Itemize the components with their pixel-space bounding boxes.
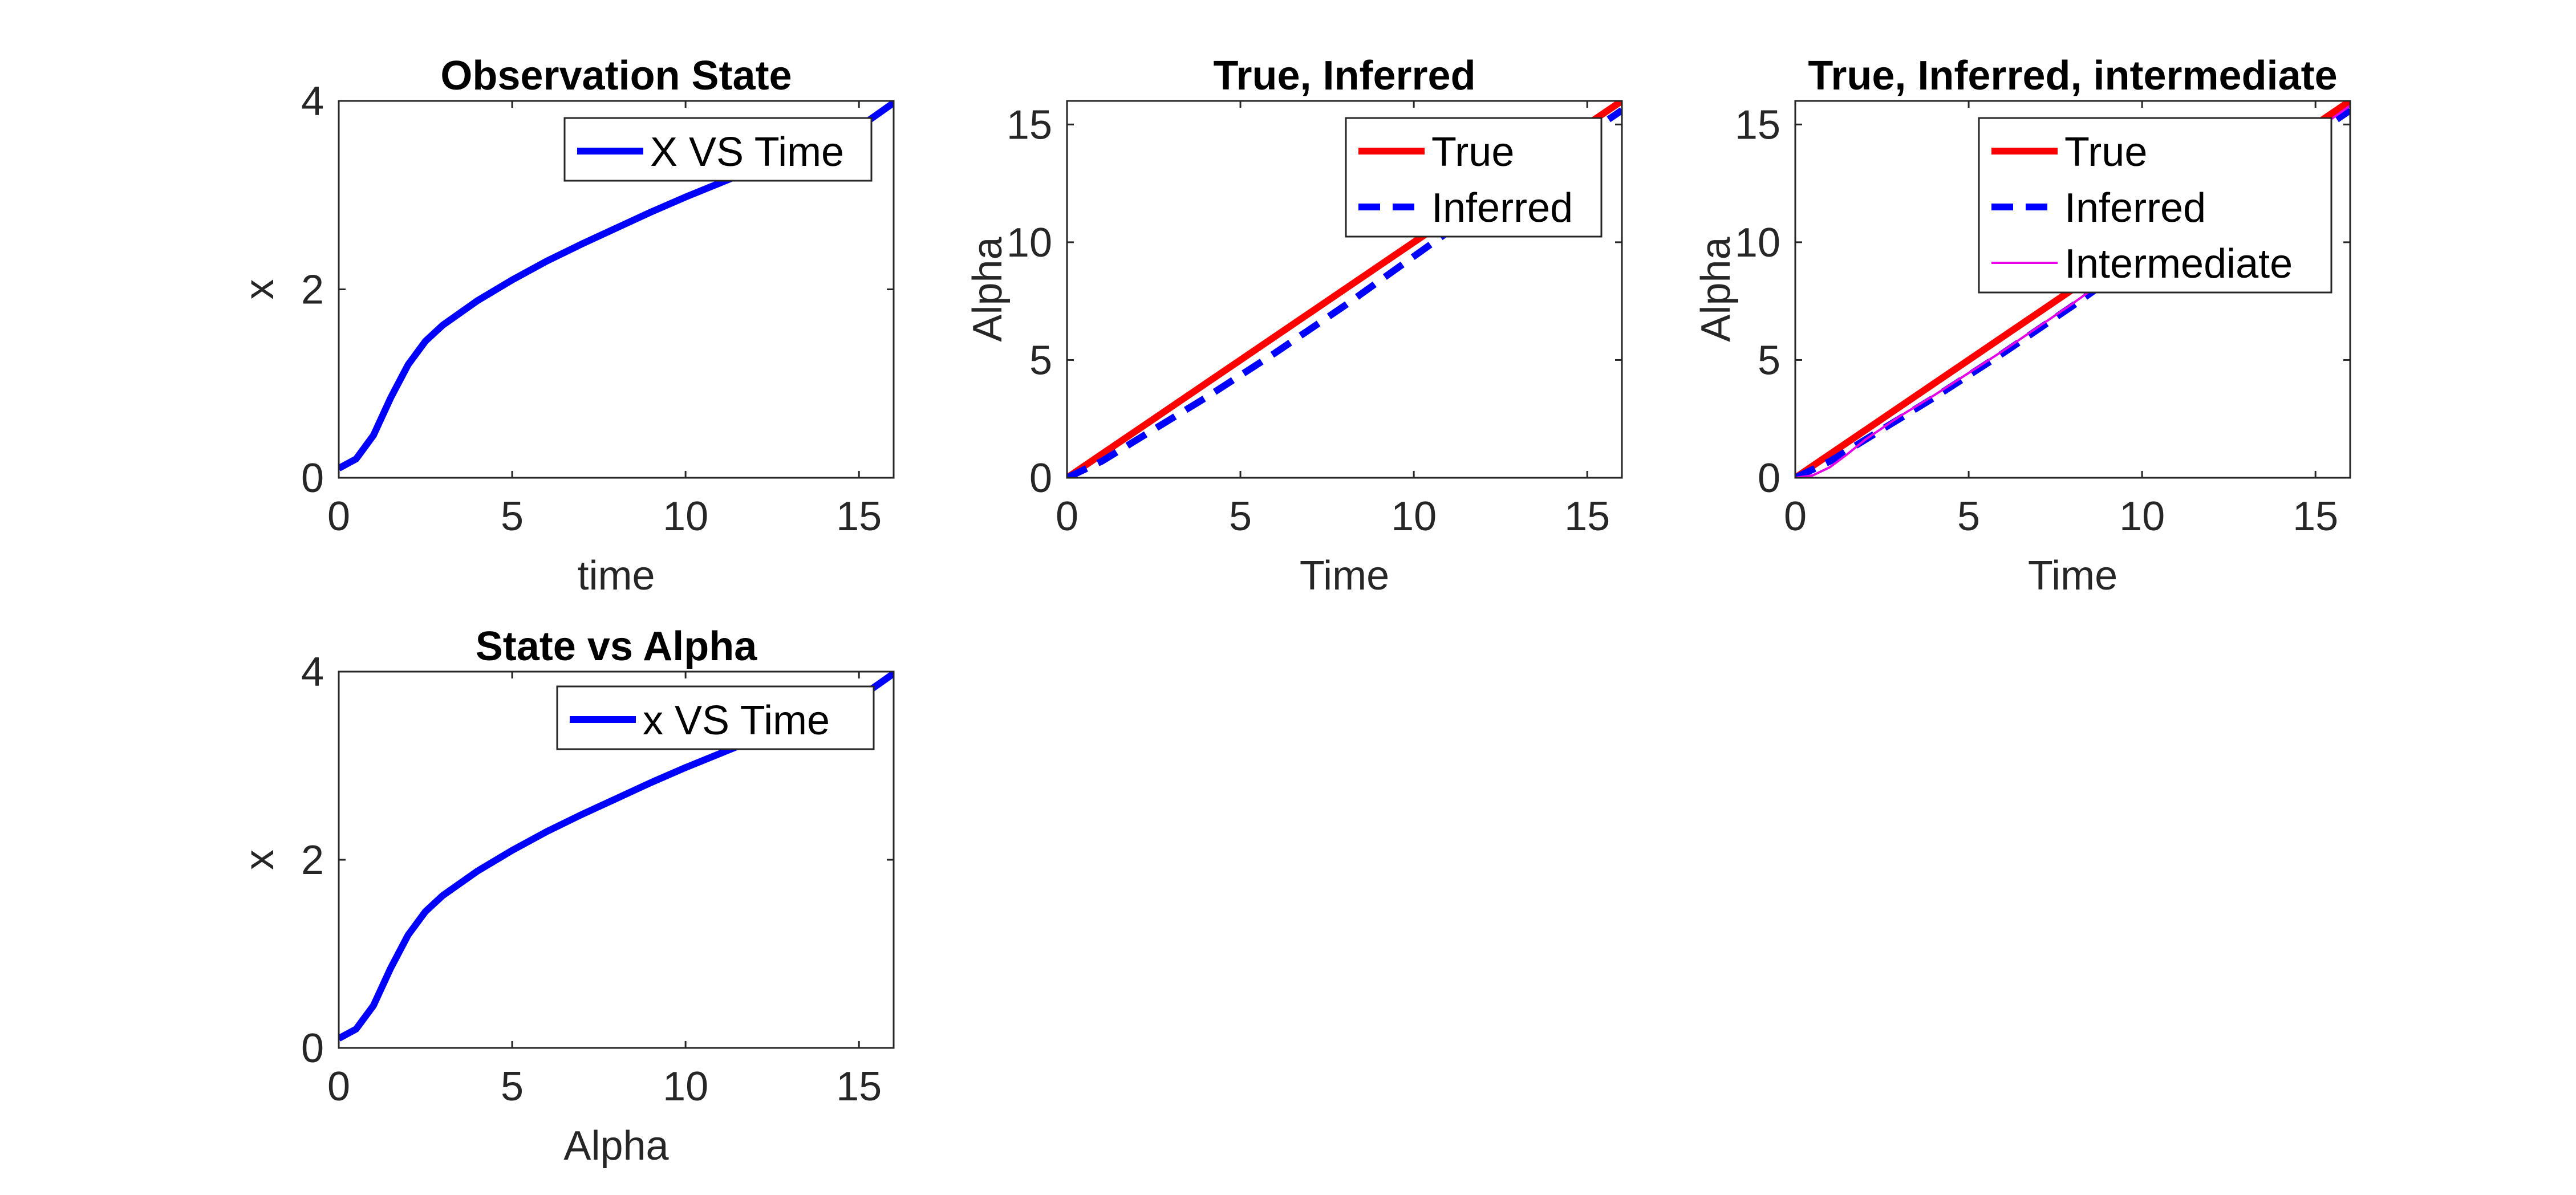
legend: True Inferred: [1345, 117, 1603, 238]
y-tick-label: 4: [301, 79, 324, 124]
y-tick-label: 0: [1758, 456, 1780, 501]
y-axis-label: Alpha: [1693, 236, 1739, 342]
legend: X VS Time: [563, 117, 873, 182]
y-tick-label: 0: [301, 1026, 324, 1071]
x-axis-label: Time: [2028, 553, 2117, 599]
axes-box: [1066, 100, 1623, 479]
x-tick-label: 10: [663, 494, 708, 539]
y-tick-label: 5: [1758, 338, 1780, 383]
y-axis-label: x: [237, 279, 282, 300]
y-tick-label: 10: [1735, 220, 1780, 266]
y-tick-label: 10: [1007, 220, 1052, 266]
x-axis-label: time: [577, 553, 655, 599]
chart-3: 0 5 10 15 0 5 10 15 True, Inferred, intermediate…: [1693, 53, 2351, 599]
chart-title: True, Inferred, intermediate: [1808, 53, 2337, 99]
y-tick-label: 0: [1029, 456, 1052, 501]
legend-label: Inferred: [1431, 185, 1573, 231]
x-tick-label: 0: [1784, 494, 1807, 539]
chart-title: True, Inferred: [1213, 53, 1475, 99]
x-tick-label: 5: [1229, 494, 1252, 539]
x-tick-label: 15: [836, 1064, 882, 1109]
chart-2: 0 5 10 15 0 5 10 15 True, Inferred Time Alpha True I…: [965, 53, 1623, 599]
legend-label: True: [2064, 129, 2147, 175]
x-tick-label: 10: [1391, 494, 1437, 539]
x-tick-label: 10: [663, 1064, 708, 1109]
y-tick-label: 15: [1735, 102, 1780, 148]
chart-1: 0 5 10 15 0 2 4 Observation State time x X VS Time: [237, 53, 895, 599]
legend: x VS Time: [556, 685, 875, 750]
legend-label: x VS Time: [643, 698, 830, 743]
chart-4: 0 5 10 15 0 2 4 State vs Alpha Alpha x x VS Time: [237, 624, 895, 1169]
legend-label: Inferred: [2064, 185, 2206, 231]
x-tick-label: 0: [327, 1064, 350, 1109]
y-tick-label: 2: [301, 267, 324, 313]
axes-box: [1794, 100, 2351, 479]
x-tick-label: 15: [1564, 494, 1610, 539]
x-tick-label: 0: [1056, 494, 1078, 539]
y-axis-label: x: [237, 849, 282, 870]
x-tick-label: 5: [501, 1064, 524, 1109]
y-tick-label: 2: [301, 838, 324, 883]
x-tick-label: 15: [2293, 494, 2338, 539]
y-axis-label: Alpha: [965, 236, 1011, 342]
x-tick-label: 15: [836, 494, 882, 539]
legend-label: True: [1431, 129, 1514, 175]
chart-title: Observation State: [440, 53, 792, 99]
legend-label: Intermediate: [2064, 241, 2293, 287]
x-tick-label: 5: [501, 494, 524, 539]
chart-title: State vs Alpha: [476, 624, 757, 669]
legend-label: X VS Time: [650, 129, 844, 175]
legend: True Inferred Intermediate: [1978, 117, 2332, 294]
x-axis-label: Time: [1300, 553, 1389, 599]
x-tick-label: 10: [2119, 494, 2165, 539]
x-tick-label: 0: [327, 494, 350, 539]
y-tick-label: 5: [1029, 338, 1052, 383]
y-tick-label: 0: [301, 456, 324, 501]
x-tick-label: 5: [1957, 494, 1980, 539]
legend-box: [1345, 117, 1603, 238]
y-tick-label: 15: [1007, 102, 1052, 148]
y-tick-label: 4: [301, 649, 324, 695]
x-axis-label: Alpha: [563, 1123, 669, 1169]
